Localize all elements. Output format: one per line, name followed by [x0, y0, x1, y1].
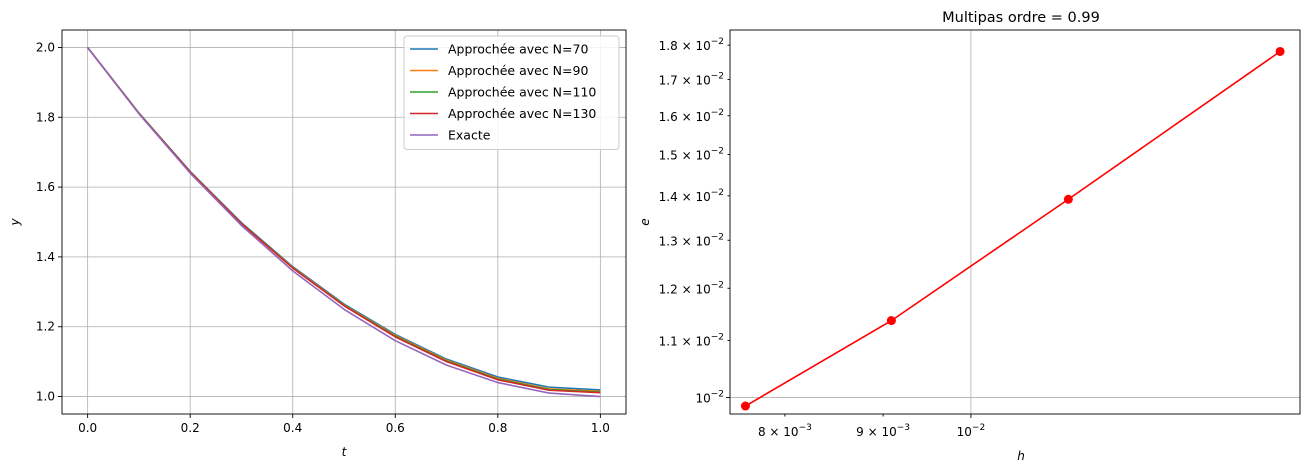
- left-y-axis-label: y: [8, 218, 22, 227]
- legend: Approchée avec N=70 Approchée avec N=90 Ap…: [403, 35, 620, 150]
- right-y-tick-label: 1.7 × 10−2: [659, 71, 724, 87]
- right-y-tick-label: 1.2 × 10−2: [659, 280, 724, 296]
- right-y-axis-label: e: [638, 218, 652, 225]
- right-y-tick-label: 10−2: [695, 390, 724, 406]
- right-ticks: 8 × 10−3 9 × 10−3 10−2 10−2 1.1 × 10−2 1.2 × …: [659, 37, 986, 439]
- error-point: [886, 316, 896, 326]
- error-point: [1275, 46, 1285, 56]
- left-x-tick-label: 0.0: [78, 421, 97, 435]
- right-plot-frame: [729, 29, 1301, 415]
- left-y-tick-label: 2.0: [36, 40, 55, 54]
- right-x-tick-label: 8 × 10−3: [758, 423, 812, 439]
- left-x-axis-label: t: [342, 445, 348, 459]
- right-y-tick-label: 1.6 × 10−2: [659, 108, 724, 124]
- legend-label: Approchée avec N=90: [448, 63, 588, 78]
- left-ticks: 0.0 0.2 0.4 0.6 0.8 1.0 1.0 1.2 1.4 1.6 1.8 2.0: [36, 40, 610, 435]
- right-y-tick-label: 1.1 × 10−2: [659, 332, 724, 348]
- left-x-tick-label: 0.4: [283, 421, 302, 435]
- legend-label: Exacte: [448, 128, 491, 143]
- right-y-tick-label: 1.5 × 10−2: [659, 146, 724, 162]
- right-y-tick-label: 1.4 × 10−2: [659, 188, 724, 204]
- right-plot-title: Multipas ordre = 0.99: [942, 10, 1100, 26]
- convergence-plot: Multipas ordre = 0.99 8 × 10−3 9 × 10−3 10…: [638, 10, 1301, 463]
- right-x-tick-label: 10−2: [957, 423, 986, 439]
- legend-box: [403, 35, 620, 150]
- left-x-tick-label: 0.2: [181, 421, 200, 435]
- error-point: [1063, 194, 1073, 204]
- right-x-tick-label: 9 × 10−3: [856, 423, 910, 439]
- solution-plot: 0.0 0.2 0.4 0.6 0.8 1.0 1.0 1.2 1.4 1.6 1.8 2.0 t y…: [8, 29, 627, 459]
- legend-label: Approchée avec N=130: [448, 106, 596, 121]
- right-y-tick-label: 1.8 × 10−2: [659, 37, 724, 53]
- right-grid: [730, 30, 1300, 414]
- left-x-tick-label: 1.0: [591, 421, 610, 435]
- left-x-tick-label: 0.6: [386, 421, 405, 435]
- left-y-tick-label: 1.6: [36, 180, 55, 194]
- series-line-4: [87, 46, 601, 398]
- left-series-lines: [87, 46, 601, 398]
- left-y-tick-label: 1.8: [36, 110, 55, 124]
- left-y-tick-label: 1.4: [36, 250, 55, 264]
- error-point: [740, 401, 750, 411]
- legend-label: Approchée avec N=110: [448, 85, 596, 100]
- left-y-tick-label: 1.2: [36, 320, 55, 334]
- left-x-tick-label: 0.8: [488, 421, 507, 435]
- left-plot-frame: [61, 29, 627, 415]
- error-line: [745, 50, 1281, 407]
- legend-label: Approchée avec N=70: [448, 42, 588, 57]
- right-y-tick-label: 1.3 × 10−2: [659, 232, 724, 248]
- right-x-axis-label: h: [1017, 449, 1025, 463]
- left-y-tick-label: 1.0: [36, 390, 55, 404]
- right-series: [740, 46, 1285, 411]
